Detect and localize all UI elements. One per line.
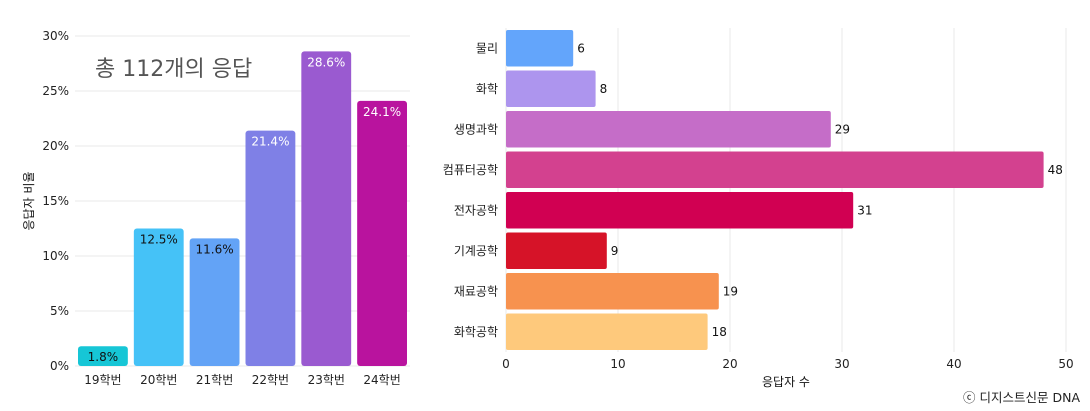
x-tick-label: 19학번 xyxy=(84,373,121,387)
y-tick-label: 5% xyxy=(50,304,69,318)
y-tick-label: 화학 xyxy=(476,82,498,96)
y-axis-label: 응답자 비율 xyxy=(22,171,36,230)
y-tick-label: 25% xyxy=(42,84,69,98)
credit-text: ⓒ 디지스트신문 DNA xyxy=(963,390,1080,405)
bar xyxy=(133,228,184,366)
bar-value-label: 8 xyxy=(600,82,608,96)
y-tick-label: 생명과학 xyxy=(454,122,498,136)
bar xyxy=(506,273,719,310)
y-tick-label: 컴퓨터공학 xyxy=(443,163,498,177)
y-tick-label: 30% xyxy=(42,29,69,43)
annotation-text: 총 112개의 응답 xyxy=(95,57,252,82)
bar-value-label: 29 xyxy=(835,122,850,136)
y-tick-label: 전자공학 xyxy=(454,203,498,217)
bar xyxy=(506,30,574,67)
bar xyxy=(301,51,352,367)
x-tick-label: 20학번 xyxy=(140,373,177,387)
bar xyxy=(506,313,708,350)
bar xyxy=(506,70,596,107)
bar-value-label: 48 xyxy=(1048,163,1063,177)
y-tick-label: 기계공학 xyxy=(454,244,498,258)
y-tick-label: 물리 xyxy=(476,41,498,55)
bar-value-label: 19 xyxy=(723,284,738,298)
bar xyxy=(357,100,407,367)
year-distribution-chart: 0% 5% 10% 15% 20% 25% 30% 응답자 비율 총 112개의 응답 1.8% 1… xyxy=(22,29,410,387)
x-tick-label: 10 xyxy=(610,357,625,371)
bar-value-label: 11.6% xyxy=(196,242,234,256)
bar-value-label: 12.5% xyxy=(140,233,178,247)
bar xyxy=(78,346,128,366)
bar-value-label: 18 xyxy=(712,325,727,339)
y-tick-label: 재료공학 xyxy=(454,284,498,298)
bar-value-label: 9 xyxy=(611,244,619,258)
x-tick-label: 22학번 xyxy=(252,373,289,387)
y-tick-label: 20% xyxy=(42,139,69,153)
x-tick-label: 30 xyxy=(834,357,849,371)
x-tick-label: 0 xyxy=(502,357,510,371)
x-tick-label: 50 xyxy=(1058,357,1073,371)
x-tick-label: 24학번 xyxy=(363,373,400,387)
y-tick-label: 화학공학 xyxy=(454,325,498,339)
x-tick-label: 40 xyxy=(946,357,961,371)
bar xyxy=(506,151,1044,188)
bar-value-label: 28.6% xyxy=(307,55,345,69)
x-axis-label: 응답자 수 xyxy=(762,375,810,389)
bar xyxy=(506,232,607,269)
x-tick-label: 21학번 xyxy=(196,373,233,387)
bar-value-label: 6 xyxy=(577,41,585,55)
bar xyxy=(245,130,296,366)
bar xyxy=(506,192,854,229)
x-tick-label: 20 xyxy=(722,357,737,371)
bar-value-label: 24.1% xyxy=(363,105,401,119)
y-tick-label: 15% xyxy=(42,194,69,208)
major-distribution-chart: 0 10 20 30 40 50 응답자 수 6 물리 8 화학 29 생명과학 48 컴퓨터공학 31 전자공… xyxy=(443,28,1074,389)
y-tick-label: 0% xyxy=(50,359,69,373)
x-tick-label: 23학번 xyxy=(308,373,345,387)
bar-value-label: 21.4% xyxy=(251,135,289,149)
bar-value-label: 1.8% xyxy=(88,350,119,364)
bar xyxy=(189,238,240,366)
bar xyxy=(506,111,831,148)
y-tick-label: 10% xyxy=(42,249,69,263)
bar-value-label: 31 xyxy=(857,203,872,217)
